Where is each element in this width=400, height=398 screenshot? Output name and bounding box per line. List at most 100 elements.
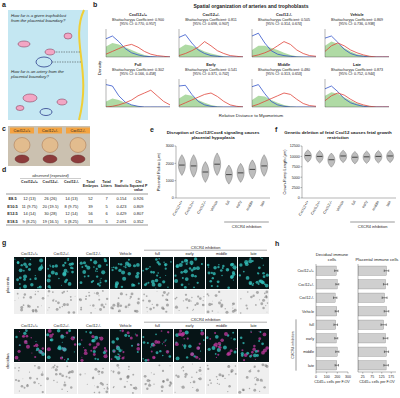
cell: 12 (13) <box>23 196 36 201</box>
tick-label: 10000 <box>290 155 300 159</box>
cell-signal <box>262 299 265 302</box>
cell-signal <box>107 388 109 390</box>
error-bar <box>334 324 338 326</box>
cell-signal <box>255 359 256 360</box>
cell-signal <box>128 369 129 370</box>
cell-signal <box>24 258 25 259</box>
cell-signal <box>249 370 252 373</box>
cell-signal <box>90 350 92 352</box>
cell-signal <box>219 346 222 349</box>
trophoblast <box>16 106 24 111</box>
tick <box>372 372 373 374</box>
cell-signal <box>185 294 187 296</box>
density-line <box>252 85 316 107</box>
cell: 5 <box>105 219 108 224</box>
y-axis <box>325 29 326 57</box>
cell-signal <box>216 357 217 358</box>
cell-signal <box>94 385 96 387</box>
cell: 52 <box>88 196 93 201</box>
error-line <box>384 365 389 366</box>
error-bar <box>335 310 338 312</box>
x-axis <box>358 372 396 373</box>
cell-signal <box>23 285 27 289</box>
cell-signal <box>146 311 148 313</box>
cell-signal <box>115 266 118 269</box>
cell-signal <box>59 373 62 376</box>
cell-signal <box>74 343 76 345</box>
cell-signal <box>61 285 62 286</box>
image-gray <box>142 290 173 314</box>
cell-signal <box>122 351 124 353</box>
tick <box>175 180 177 181</box>
cell-signal <box>128 366 130 368</box>
bracket <box>350 222 395 223</box>
cell-signal <box>232 310 235 313</box>
cell-signal <box>162 380 164 382</box>
cell-signal <box>143 294 145 296</box>
cell-signal <box>128 272 132 276</box>
cell-signal <box>198 347 199 348</box>
cell-signal <box>167 331 169 333</box>
plot-area <box>106 85 170 107</box>
image-gray <box>46 363 77 394</box>
error-cap <box>337 337 338 339</box>
cell-signal <box>94 292 95 293</box>
cell-signal <box>259 331 261 333</box>
y-axis <box>106 29 107 57</box>
density-area <box>325 42 389 57</box>
cell-signal <box>70 296 72 298</box>
chart-title: Cxcl12+/+ <box>129 12 148 17</box>
cell-signal <box>207 384 209 386</box>
bar <box>358 347 387 356</box>
cell-signal <box>156 275 158 277</box>
cell-signal <box>264 364 267 367</box>
cell-signal <box>138 298 140 300</box>
cell-signal <box>18 350 21 353</box>
trophoblast <box>23 94 37 102</box>
column-label: Cxcl12+/- <box>53 324 70 328</box>
cell-signal <box>18 297 20 299</box>
cell-signal <box>255 304 257 306</box>
image <box>174 257 205 289</box>
tick-label: 75 <box>370 375 374 379</box>
text-line: cells <box>328 257 336 262</box>
cell-signal <box>64 262 66 264</box>
column-label: Cxcl12-/- <box>86 324 102 328</box>
tick-label: full <box>225 200 231 206</box>
cell-signal <box>30 259 31 260</box>
cell-signal <box>83 261 86 264</box>
tick-label: Cxcl12+/- <box>310 199 322 215</box>
error-cap <box>334 337 335 339</box>
cell-signal <box>98 299 100 301</box>
tick <box>301 187 303 188</box>
cell-signal <box>62 272 66 276</box>
density-panel: VehicleBhattacharyya Coefficient: 0.869[… <box>325 12 389 57</box>
cell-signal <box>100 382 103 385</box>
column-label: late <box>250 324 256 328</box>
text-line: Cxcl12+/- <box>43 180 60 184</box>
error-line <box>334 324 338 325</box>
cell-signal <box>32 309 35 312</box>
violin <box>351 151 358 163</box>
cell-signal <box>19 283 21 285</box>
cell-signal <box>217 383 218 384</box>
cell-signal <box>67 391 68 392</box>
cell-signal <box>184 269 188 273</box>
cell-signal <box>176 297 178 299</box>
cell-signal <box>182 344 183 345</box>
cell-signal <box>222 265 224 267</box>
cell-signal <box>186 307 188 309</box>
cell-signal <box>227 391 228 392</box>
cell-signal <box>68 311 70 313</box>
cell-signal <box>47 347 51 351</box>
cell-signal <box>265 295 266 296</box>
tick <box>362 372 363 374</box>
cell-signal <box>161 390 163 392</box>
cell-signal <box>191 269 194 272</box>
cell-signal <box>185 330 189 334</box>
error-cap <box>335 283 336 285</box>
x-axis <box>316 372 348 373</box>
cell-signal <box>133 264 136 267</box>
annotation: CXCR4 inhibition <box>291 331 295 358</box>
cell-signal <box>247 291 249 293</box>
